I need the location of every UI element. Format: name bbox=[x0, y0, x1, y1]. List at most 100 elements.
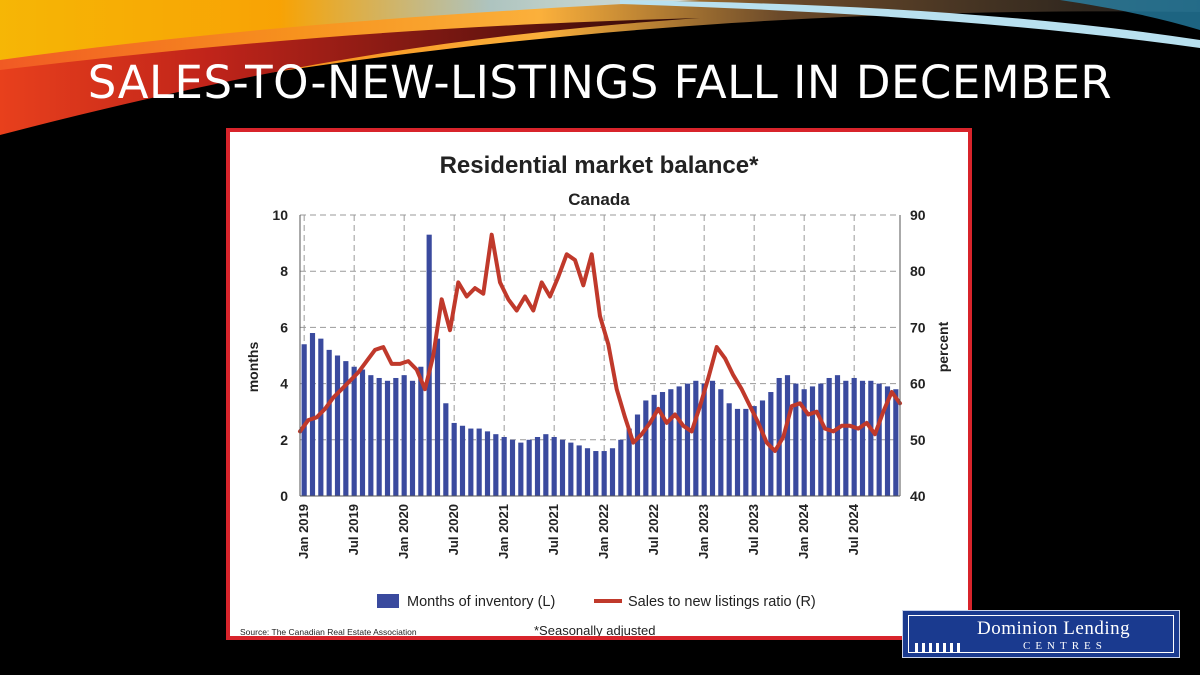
bar-months-of-inventory bbox=[859, 380, 866, 496]
bar-months-of-inventory bbox=[818, 383, 824, 496]
bar-months-of-inventory bbox=[884, 386, 891, 496]
bar-months-of-inventory bbox=[851, 377, 857, 496]
logo-text: Dominion Lending bbox=[977, 618, 1131, 639]
bar-months-of-inventory bbox=[876, 383, 882, 496]
bar-months-of-inventory bbox=[318, 338, 324, 496]
bar-months-of-inventory bbox=[376, 377, 382, 496]
bar-months-of-inventory bbox=[384, 380, 391, 496]
y-tick-label-right: 80 bbox=[910, 263, 926, 279]
bar-months-of-inventory bbox=[759, 400, 766, 496]
y-tick-label-left: 10 bbox=[272, 207, 288, 223]
chart-source: Source: The Canadian Real Estate Associa… bbox=[240, 627, 417, 636]
x-tick-label: Jan 2023 bbox=[696, 504, 711, 559]
bar-months-of-inventory bbox=[751, 406, 757, 496]
bar-months-of-inventory bbox=[651, 394, 657, 496]
x-tick-label: Jul 2022 bbox=[646, 504, 661, 555]
x-tick-label: Jan 2024 bbox=[796, 503, 811, 559]
bar-months-of-inventory bbox=[493, 434, 499, 496]
y-tick-label-right: 60 bbox=[910, 376, 926, 392]
bar-months-of-inventory bbox=[484, 431, 491, 496]
bar-months-of-inventory bbox=[468, 428, 474, 496]
bar-months-of-inventory bbox=[668, 389, 674, 496]
y-tick-label-left: 4 bbox=[280, 376, 288, 392]
bar-months-of-inventory bbox=[801, 389, 807, 496]
chart: Residential market balance* Canada month… bbox=[240, 152, 951, 636]
x-tick-label: Jul 2020 bbox=[446, 504, 461, 555]
y-tick-label-right: 70 bbox=[910, 319, 926, 335]
bar-months-of-inventory bbox=[626, 428, 632, 496]
x-tick-label: Jan 2022 bbox=[596, 504, 611, 559]
y-tick-label-right: 40 bbox=[910, 488, 926, 504]
chart-frame: Residential market balance* Canada month… bbox=[226, 128, 972, 640]
bar-months-of-inventory bbox=[743, 408, 749, 496]
bar-months-of-inventory bbox=[501, 436, 507, 496]
legend-label-months-of-inventory: Months of inventory (L) bbox=[407, 594, 555, 610]
bar-months-of-inventory bbox=[726, 403, 732, 496]
y-tick-label-right: 50 bbox=[910, 432, 926, 448]
bar-months-of-inventory bbox=[301, 344, 307, 496]
y-tick-label-left: 8 bbox=[280, 263, 288, 279]
bar-months-of-inventory bbox=[509, 439, 516, 496]
bar-months-of-inventory bbox=[543, 434, 549, 496]
bar-months-of-inventory bbox=[584, 448, 591, 496]
x-tick-label: Jul 2021 bbox=[546, 504, 561, 555]
y-tick-label-left: 0 bbox=[280, 488, 288, 504]
y-tick-label-right: 90 bbox=[910, 207, 926, 223]
bar-months-of-inventory bbox=[676, 386, 682, 496]
y-axis-right-label: percent bbox=[935, 321, 951, 372]
bar-months-of-inventory bbox=[609, 448, 616, 496]
bar-months-of-inventory bbox=[351, 366, 357, 496]
bar-months-of-inventory bbox=[601, 451, 607, 496]
bar-months-of-inventory bbox=[643, 400, 649, 496]
chart-footnote: *Seasonally adjusted bbox=[534, 623, 655, 636]
bar-months-of-inventory bbox=[409, 380, 416, 496]
dominion-lending-logo: Dominion Lending CENTRES bbox=[902, 610, 1180, 658]
y-axis-left-label: months bbox=[245, 342, 261, 393]
bar-months-of-inventory bbox=[709, 380, 716, 496]
bar-months-of-inventory bbox=[568, 442, 574, 496]
bar-months-of-inventory bbox=[734, 408, 741, 496]
bar-months-of-inventory bbox=[393, 377, 399, 496]
x-tick-label: Jan 2021 bbox=[496, 504, 511, 559]
bar-months-of-inventory bbox=[809, 386, 816, 496]
y-tick-label-left: 6 bbox=[280, 319, 288, 335]
legend-swatch-months-of-inventory bbox=[377, 594, 399, 608]
y-tick-label-left: 2 bbox=[280, 432, 288, 448]
bar-months-of-inventory bbox=[459, 425, 466, 496]
chart-title: Residential market balance* bbox=[440, 152, 759, 179]
series-line-sales-to-new-listings bbox=[298, 232, 902, 453]
bar-months-of-inventory bbox=[476, 428, 482, 496]
bar-months-of-inventory bbox=[326, 349, 332, 496]
x-tick-label: Jan 2020 bbox=[396, 504, 411, 559]
bar-months-of-inventory bbox=[401, 375, 407, 496]
bar-months-of-inventory bbox=[893, 389, 899, 496]
bar-months-of-inventory bbox=[634, 414, 641, 496]
bar-months-of-inventory bbox=[826, 377, 832, 496]
x-tick-label: Jan 2019 bbox=[296, 504, 311, 559]
x-tick-label: Jul 2023 bbox=[746, 504, 761, 555]
decorative-swoosh bbox=[0, 0, 1200, 135]
bar-months-of-inventory bbox=[576, 445, 582, 496]
bar-months-of-inventory bbox=[618, 439, 624, 496]
x-tick-label: Jul 2019 bbox=[346, 504, 361, 555]
bar-months-of-inventory bbox=[776, 377, 782, 496]
building-icon bbox=[913, 641, 965, 653]
bar-months-of-inventory bbox=[518, 442, 524, 496]
bar-months-of-inventory bbox=[451, 422, 457, 496]
bar-months-of-inventory bbox=[359, 369, 366, 496]
bar-months-of-inventory bbox=[551, 436, 557, 496]
bar-months-of-inventory bbox=[684, 383, 691, 496]
chart-subtitle: Canada bbox=[568, 190, 630, 209]
bar-months-of-inventory bbox=[418, 366, 424, 496]
legend-label-sales-to-new-listings: Sales to new listings ratio (R) bbox=[628, 594, 816, 610]
bar-months-of-inventory bbox=[718, 389, 724, 496]
bar-months-of-inventory bbox=[701, 383, 707, 496]
slide-title: SALES-TO-NEW-LISTINGS FALL IN DECEMBER bbox=[87, 56, 1113, 109]
bar-months-of-inventory bbox=[443, 403, 449, 496]
bar-months-of-inventory bbox=[434, 338, 441, 496]
x-tick-label: Jul 2024 bbox=[846, 503, 861, 555]
bar-months-of-inventory bbox=[309, 333, 316, 496]
bar-months-of-inventory bbox=[793, 383, 799, 496]
bar-months-of-inventory bbox=[784, 375, 791, 496]
logo-subtext: CENTRES bbox=[1023, 640, 1107, 652]
